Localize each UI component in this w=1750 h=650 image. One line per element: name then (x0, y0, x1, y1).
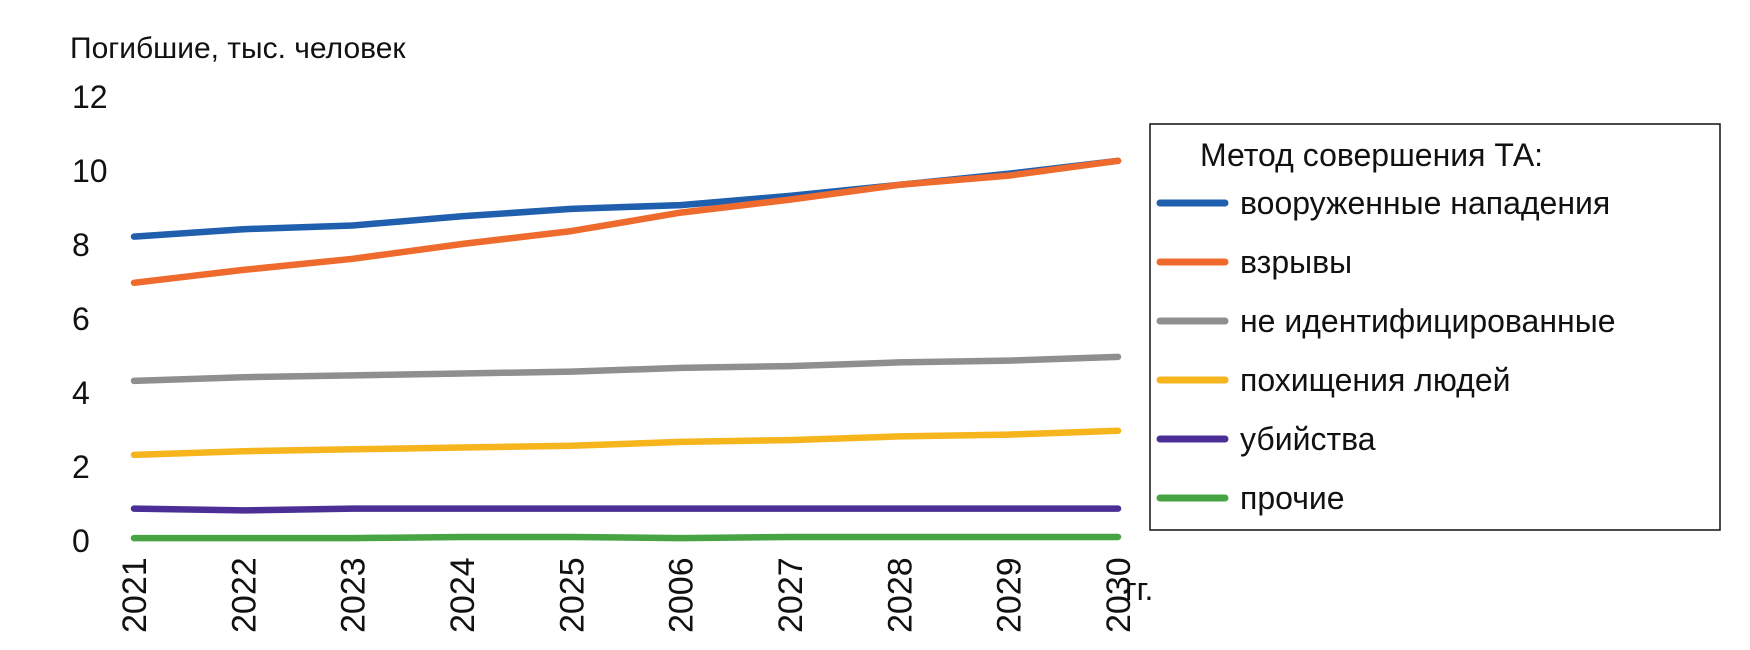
x-tick-label: 2023 (335, 557, 373, 633)
y-tick-label: 8 (72, 227, 90, 263)
x-tick-label: 2021 (116, 557, 154, 633)
x-tick-label: 2024 (444, 557, 482, 633)
y-tick-label: 12 (72, 79, 108, 115)
x-axis-unit: гг. (1125, 571, 1153, 607)
x-tick-label: 2029 (991, 557, 1029, 633)
series-line-3 (130, 353, 1122, 385)
y-tick-label: 10 (72, 153, 108, 189)
series-lines (130, 157, 1122, 542)
x-tick-label: 2028 (881, 557, 919, 633)
x-axis-ticks: 2021 2022 2023 2024 2025 2006 2027 2028 2029 2030 (116, 557, 1138, 633)
legend-box (1149, 123, 1721, 531)
x-tick-label: 2030 (1100, 557, 1138, 633)
y-axis-ticks: 0 2 4 6 8 10 12 (72, 79, 108, 559)
y-axis-title: Погибшие, тыс. человек (70, 32, 406, 65)
x-tick-label: 2022 (225, 557, 263, 633)
y-tick-label: 2 (72, 449, 90, 485)
legend-title: Метод совершения ТА: (1200, 137, 1543, 173)
legend-label: похищения людей (1240, 362, 1510, 398)
legend-label: прочие (1240, 480, 1345, 516)
series-line-2 (130, 157, 1122, 287)
series-line-1 (130, 157, 1122, 240)
legend-label: вооруженные нападения (1240, 185, 1610, 221)
legend: Метод совершения ТА: вооруженные нападен… (1149, 123, 1721, 531)
legend-label: не идентифицированные (1240, 303, 1615, 339)
y-tick-label: 0 (72, 523, 90, 559)
legend-label: убийства (1240, 421, 1376, 457)
y-tick-label: 6 (72, 301, 90, 337)
series-line-4 (130, 427, 1122, 459)
x-tick-label: 2025 (553, 557, 591, 633)
x-tick-label: 2006 (663, 557, 701, 633)
series-line-5 (130, 505, 1122, 514)
legend-label: взрывы (1240, 244, 1352, 280)
series-line-6 (130, 533, 1122, 542)
x-tick-label: 2027 (772, 557, 810, 633)
legend-items: вооруженные нападения взрывы не идентифици… (1156, 185, 1615, 516)
y-tick-label: 4 (72, 375, 90, 411)
